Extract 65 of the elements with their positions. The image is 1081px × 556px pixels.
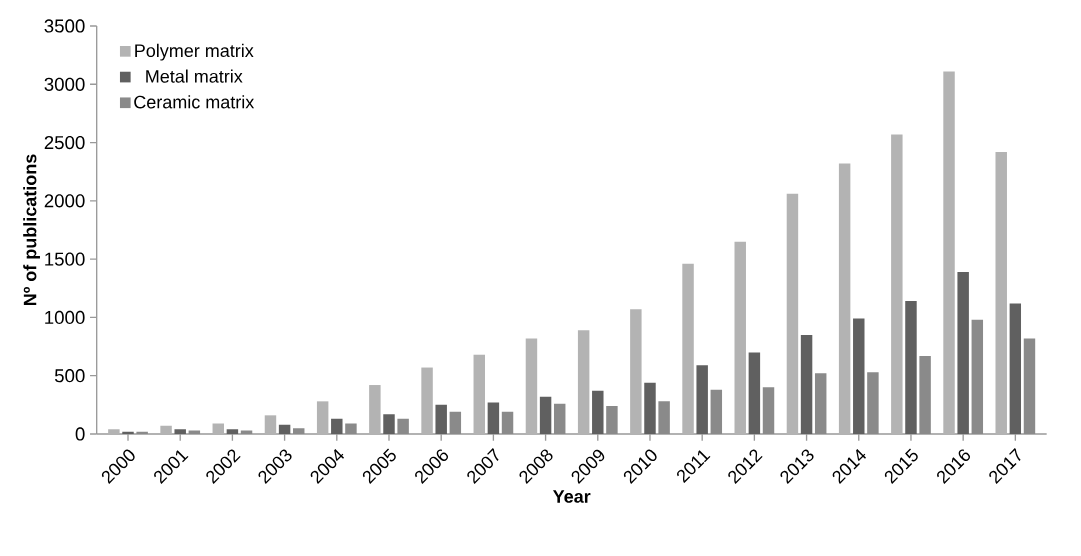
y-tick-label: 3500: [44, 19, 85, 33]
bar: [630, 309, 642, 434]
bar: [696, 365, 708, 434]
y-tick-label: 2500: [44, 135, 85, 150]
bar: [264, 415, 277, 434]
bar: [943, 71, 955, 434]
y-tick-label: 0: [75, 427, 85, 441]
bar: [226, 429, 239, 434]
bar: [891, 134, 903, 434]
bar: [867, 372, 879, 434]
bar: [1023, 338, 1036, 434]
bar: [592, 390, 604, 434]
bar: [278, 424, 291, 434]
bar: [501, 411, 514, 434]
bar: [748, 352, 761, 434]
legend-label: Metal matrix: [146, 69, 243, 83]
y-tick-label: 1000: [45, 310, 85, 325]
x-axis-title: Year: [552, 490, 591, 503]
bar: [957, 271, 969, 434]
bar: [644, 382, 656, 434]
bar: [734, 241, 746, 434]
bar: [1009, 303, 1022, 434]
bar: [397, 418, 409, 434]
bar: [853, 318, 865, 434]
bar: [710, 389, 723, 434]
bar: [421, 367, 433, 434]
bar: [800, 334, 813, 434]
y-tick-label: 1500: [45, 252, 85, 266]
bar: [240, 430, 253, 434]
bar: [449, 411, 462, 434]
bar: [606, 406, 618, 434]
bar: [919, 355, 931, 434]
bar: [174, 429, 186, 434]
bar: [160, 425, 172, 434]
legend-label: Ceramic matrix: [134, 95, 255, 109]
bar: [814, 373, 827, 434]
bar: [345, 423, 357, 434]
bar: [331, 418, 343, 434]
bar: [995, 151, 1007, 434]
y-tick-label: 2000: [44, 194, 85, 208]
legend-label: Polymer matrix: [135, 43, 254, 61]
bar: [435, 404, 447, 434]
bar: [473, 354, 485, 434]
y-tick-label: 500: [54, 369, 85, 383]
bar: [383, 414, 395, 434]
bar: [553, 403, 566, 434]
bar: [682, 263, 694, 434]
bar: [971, 319, 984, 434]
bar: [487, 402, 500, 434]
y-tick-label: 3000: [44, 77, 85, 91]
bar: [762, 387, 775, 434]
bar: [577, 330, 590, 434]
bar: [786, 193, 799, 434]
y-axis-title: Nº of publications: [23, 154, 40, 306]
bar: [369, 385, 381, 434]
bar: [658, 401, 670, 434]
bar: [539, 396, 552, 434]
bar: [838, 163, 851, 434]
bar: [108, 429, 120, 434]
bar: [316, 401, 329, 434]
bar: [188, 430, 201, 434]
bar: [212, 423, 225, 434]
bar: [293, 428, 305, 434]
bar: [525, 338, 538, 434]
bar: [905, 301, 917, 434]
